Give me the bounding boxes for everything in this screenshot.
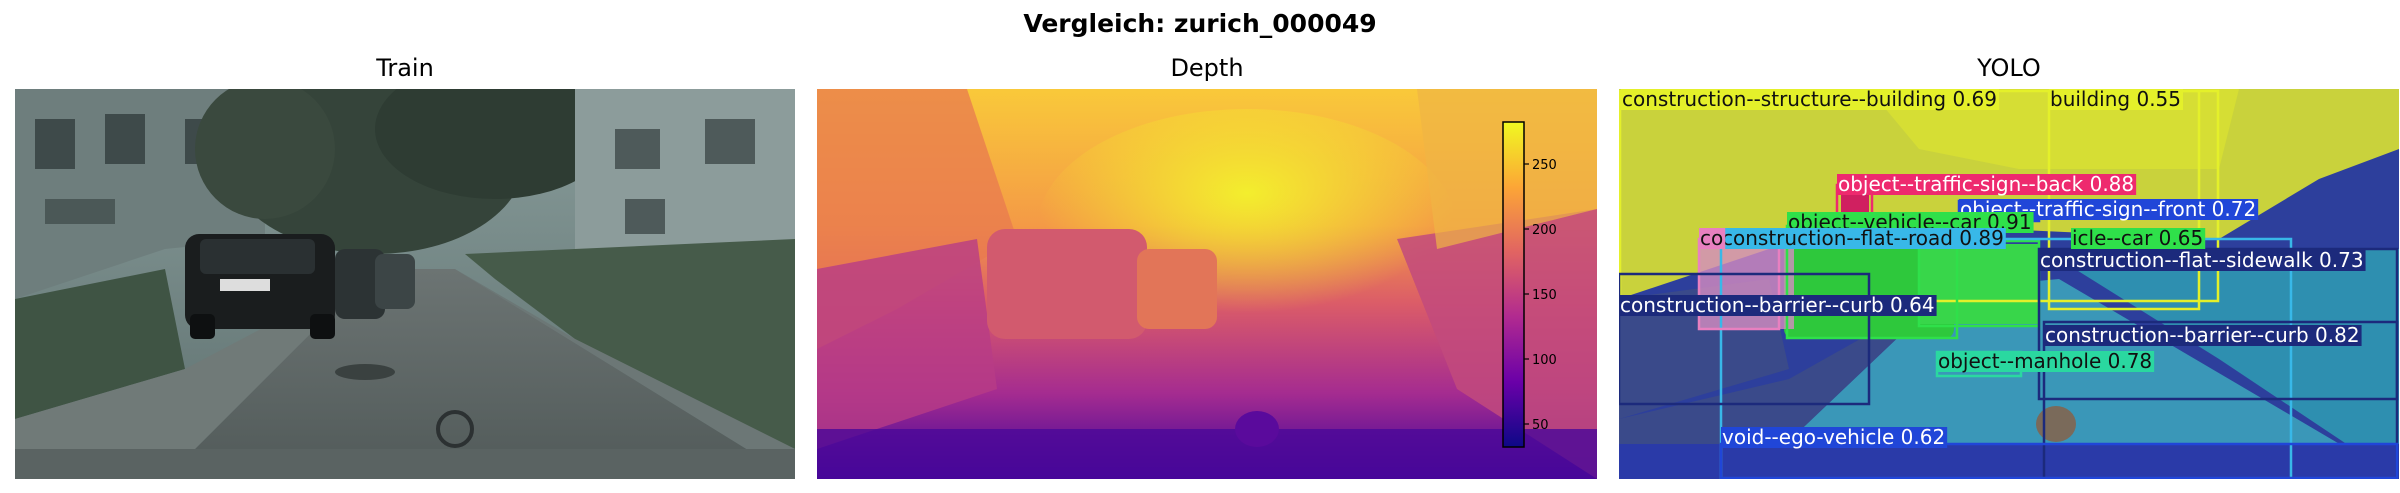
colorbar-tick-150: 150	[1532, 288, 1557, 303]
detection-label-11: object--manhole 0.78	[1937, 349, 2154, 373]
detection-text-11: object--manhole 0.78	[1938, 349, 2152, 373]
detection-text-1: building 0.55	[2050, 89, 2181, 111]
colorbar-tick-100: 100	[1532, 353, 1557, 368]
depth-panel-title: Depth	[817, 54, 1597, 82]
figure-title: Vergleich: zurich_000049	[0, 9, 2400, 38]
detection-label-6: icle--car 0.65	[2071, 226, 2205, 250]
detection-text-8: construction--flat--sidewalk 0.73	[2040, 248, 2364, 272]
detection-label-5: construction--flat--road 0.89	[1721, 226, 2006, 250]
detection-label-9: construction--barrier--curb 0.64	[1619, 293, 1937, 317]
detection-label-2: object--traffic-sign--back 0.88	[1837, 172, 2136, 196]
colorbar-tick-250: 250	[1532, 158, 1557, 173]
detection-text-10: construction--barrier--curb 0.82	[2045, 323, 2360, 347]
detection-label-1: building 0.55	[2049, 89, 2183, 111]
depth-image: 250 200 150 100 50	[817, 89, 1597, 479]
detection-text-9: construction--barrier--curb 0.64	[1620, 293, 1935, 317]
right-building	[575, 89, 795, 259]
detection-text-2: object--traffic-sign--back 0.88	[1838, 172, 2134, 196]
colorbar-tick-50: 50	[1532, 418, 1549, 433]
yolo-panel-title: YOLO	[1619, 54, 2399, 82]
detection-label-10: construction--barrier--curb 0.82	[2044, 323, 2362, 347]
detection-label-0: construction--structure--building 0.69	[1621, 89, 1999, 111]
detection-text-6: icle--car 0.65	[2072, 226, 2203, 250]
detection-text-5: construction--flat--road 0.89	[1722, 226, 2004, 250]
train-panel-title: Train	[15, 54, 795, 82]
manhole	[335, 364, 395, 380]
detection-label-7: co	[1699, 226, 1725, 250]
detection-text-0: construction--structure--building 0.69	[1622, 89, 1997, 111]
colorbar-tick-200: 200	[1532, 223, 1557, 238]
detection-text-12: void--ego-vehicle 0.62	[1722, 425, 1945, 449]
detection-text-7: co	[1700, 226, 1723, 250]
detection-label-12: void--ego-vehicle 0.62	[1721, 425, 1947, 449]
detection-label-8: construction--flat--sidewalk 0.73	[2039, 248, 2366, 272]
yolo-image: construction--structure--building 0.69 bu…	[1619, 89, 2399, 479]
train-image	[15, 89, 795, 479]
car-depth	[987, 229, 1147, 339]
